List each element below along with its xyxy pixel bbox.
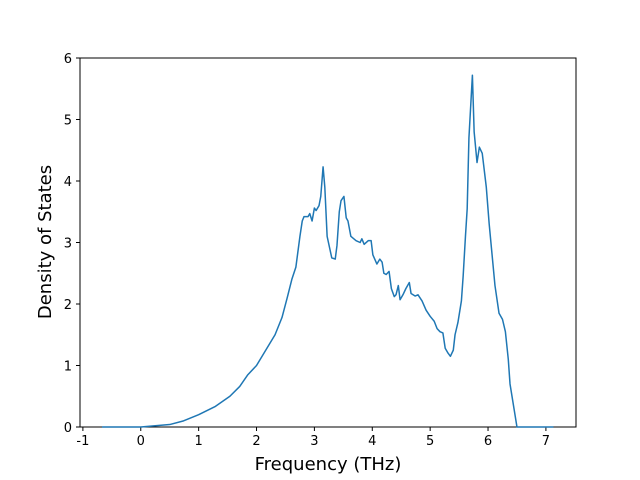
y-tick-label: 1 — [64, 360, 72, 375]
x-axis-label: Frequency (THz) — [255, 454, 402, 475]
x-tick-label: 0 — [137, 434, 145, 449]
line-series — [101, 74, 554, 428]
y-tick-label: 2 — [64, 298, 72, 313]
x-tick-label: 3 — [310, 434, 318, 449]
y-tick-label: 0 — [64, 421, 72, 436]
x-tick-label: -1 — [76, 434, 89, 449]
x-tick-label: 7 — [542, 434, 550, 449]
y-tick-label: 6 — [64, 52, 72, 67]
x-tick-label: 4 — [368, 434, 376, 449]
x-tick-label: 5 — [426, 434, 434, 449]
y-axis-label: Density of States — [35, 165, 56, 319]
x-tick-label: 1 — [195, 434, 203, 449]
x-tick-label: 6 — [484, 434, 492, 449]
y-tick-label: 5 — [64, 114, 72, 129]
y-tick-label: 3 — [64, 237, 72, 252]
x-tick-label: 2 — [252, 434, 260, 449]
y-tick-label: 4 — [64, 175, 72, 190]
